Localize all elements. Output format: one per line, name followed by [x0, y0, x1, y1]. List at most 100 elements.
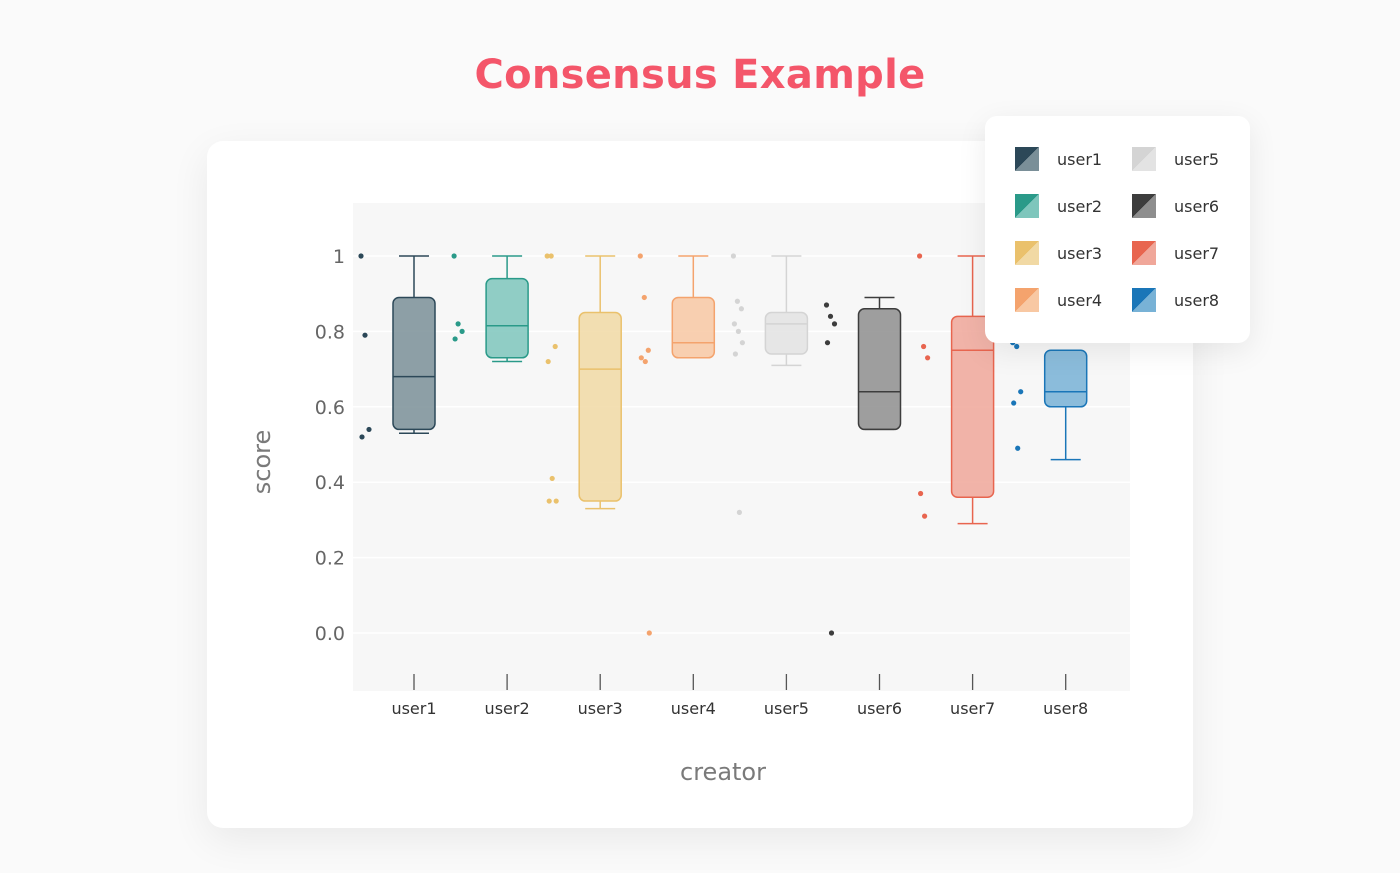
data-point: [552, 343, 558, 350]
box-iqr: [950, 315, 995, 499]
legend-item-user1[interactable]: user1: [1015, 147, 1102, 171]
data-point: [553, 498, 559, 504]
legend-label: user3: [1057, 243, 1103, 263]
legend-label: user6: [1174, 196, 1220, 216]
data-point: [739, 340, 746, 346]
data-point: [734, 298, 741, 304]
data-point: [544, 253, 550, 259]
box-user5: [730, 253, 809, 515]
data-point: [358, 253, 364, 259]
data-point: [637, 253, 643, 259]
data-point: [921, 343, 927, 350]
data-point: [831, 321, 838, 327]
box-user6: [823, 296, 902, 636]
legend-swatch-icon: [1015, 194, 1039, 218]
page-title: Consensus Example: [474, 52, 926, 98]
box-iqr: [857, 308, 902, 431]
box-user1: [358, 253, 436, 440]
x-tick-label: user7: [950, 699, 995, 718]
box-iqr: [392, 296, 436, 431]
y-tick-label: 0.2: [315, 548, 345, 570]
data-point: [642, 358, 648, 365]
legend-label: user2: [1057, 196, 1103, 216]
data-point: [646, 630, 652, 636]
data-point: [922, 513, 928, 519]
data-point: [736, 509, 743, 515]
data-point: [451, 253, 457, 259]
data-point: [545, 358, 551, 365]
legend-item-user7[interactable]: user7: [1132, 241, 1219, 265]
data-point: [823, 302, 830, 308]
box-iqr: [764, 311, 809, 355]
box-user4: [637, 253, 716, 636]
x-tick-label: user6: [857, 699, 902, 718]
data-point: [918, 490, 924, 497]
x-axis-ticks: user1 user2 user3 user4 user5 user6 user7 user8: [391, 674, 1088, 718]
legend-swatch-icon: [1132, 241, 1156, 265]
data-point: [828, 630, 835, 636]
data-point: [731, 321, 738, 327]
legend-swatch-icon: [1015, 147, 1039, 171]
legend-item-user8[interactable]: user8: [1132, 288, 1219, 312]
x-tick-label: user8: [1043, 699, 1088, 718]
legend-label: user4: [1057, 290, 1103, 310]
data-point: [452, 336, 458, 342]
data-point: [549, 475, 555, 482]
box-user7: [917, 253, 995, 525]
data-point: [546, 498, 552, 504]
data-point: [366, 426, 372, 433]
legend-item-user5[interactable]: user5: [1132, 147, 1219, 171]
data-point: [917, 253, 923, 259]
data-point: [925, 355, 931, 361]
data-point: [638, 355, 644, 361]
x-tick-label: user5: [764, 699, 809, 718]
data-point: [730, 253, 737, 259]
data-point: [548, 253, 554, 259]
y-tick-label: 1: [333, 246, 345, 268]
boxes: [358, 253, 1088, 636]
data-point: [459, 328, 465, 334]
legend-item-user4[interactable]: user4: [1015, 288, 1102, 312]
legend-item-user2[interactable]: user2: [1015, 194, 1102, 218]
y-tick-label: 0.8: [315, 321, 345, 343]
legend-label: user7: [1174, 243, 1220, 263]
box-iqr: [485, 277, 529, 359]
data-point: [362, 332, 368, 338]
data-point: [1018, 389, 1024, 395]
y-tick-label: 0.6: [315, 397, 345, 419]
legend: user1 user2 user3 user4 user5 user6 user7 user8: [985, 116, 1250, 343]
legend-swatch-icon: [1015, 241, 1039, 265]
box-user2: [451, 253, 529, 363]
legend-item-user6[interactable]: user6: [1132, 194, 1219, 218]
data-point: [1015, 445, 1021, 451]
legend-label: user8: [1174, 290, 1220, 310]
data-point: [1014, 343, 1020, 350]
legend-swatch-icon: [1132, 147, 1156, 171]
box-user8: [1010, 340, 1088, 461]
data-point: [735, 328, 742, 334]
legend-item-user3[interactable]: user3: [1015, 241, 1102, 265]
data-point: [738, 306, 745, 312]
x-tick-label: user3: [578, 699, 623, 718]
box-iqr: [1043, 349, 1088, 408]
box-user3: [544, 253, 622, 510]
data-point: [1011, 400, 1017, 406]
data-point: [732, 351, 739, 357]
y-axis-ticks: 1 0.8 0.6 0.4 0.2 0.0: [315, 246, 345, 645]
legend-swatch-icon: [1132, 194, 1156, 218]
data-point: [827, 313, 834, 319]
data-point: [824, 340, 831, 346]
data-point: [641, 294, 647, 301]
box-iqr: [671, 296, 716, 359]
legend-swatch-icon: [1015, 288, 1039, 312]
y-axis-title: score: [248, 430, 276, 495]
x-tick-label: user2: [485, 699, 530, 718]
x-axis-title: creator: [680, 758, 766, 786]
y-tick-label: 0.0: [315, 623, 345, 645]
legend-swatch-icon: [1132, 288, 1156, 312]
data-point: [645, 347, 651, 353]
y-tick-label: 0.4: [315, 472, 345, 494]
data-point: [359, 434, 365, 440]
box-iqr: [578, 311, 622, 502]
